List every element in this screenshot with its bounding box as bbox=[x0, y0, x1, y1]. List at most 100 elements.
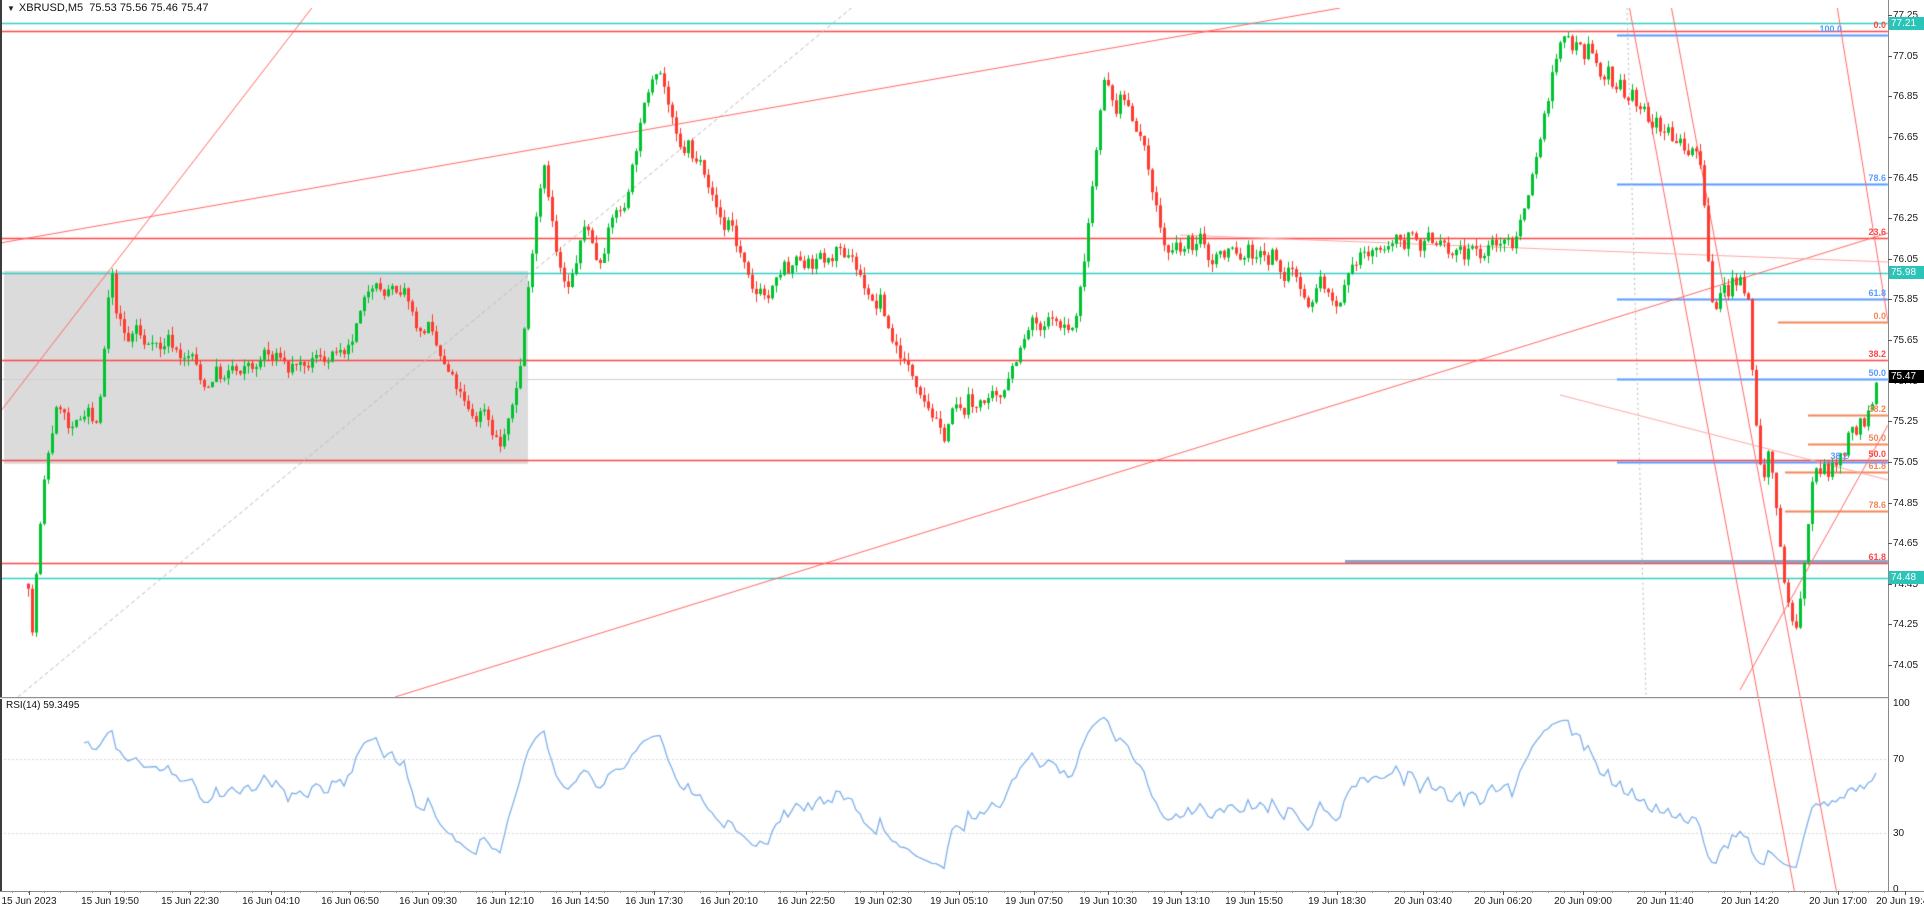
time-axis-minor-tick bbox=[252, 891, 253, 893]
chart-title: ▼ XBRUSD,M5 75.53 75.56 75.46 75.47 bbox=[7, 2, 209, 14]
price-axis-tick bbox=[1888, 137, 1892, 138]
time-axis-minor-tick bbox=[1404, 891, 1405, 893]
time-axis-minor-tick bbox=[28, 891, 29, 893]
price-axis-label: 77.25 bbox=[1893, 10, 1919, 21]
time-axis-minor-tick bbox=[1564, 891, 1565, 893]
time-axis-minor-tick bbox=[1644, 891, 1645, 893]
time-axis-tick bbox=[1503, 891, 1504, 895]
time-axis-label: 15 Jun 2023 bbox=[1, 896, 57, 907]
time-axis-minor-tick bbox=[1356, 891, 1357, 893]
price-axis-tick bbox=[1888, 421, 1892, 422]
price-axis-tick bbox=[1888, 665, 1892, 666]
time-axis-label: 20 Jun 03:40 bbox=[1394, 896, 1452, 907]
time-axis-minor-tick bbox=[1724, 891, 1725, 893]
time-axis-minor-tick bbox=[1308, 891, 1309, 893]
time-axis-minor-tick bbox=[556, 891, 557, 893]
time-axis-minor-tick bbox=[1132, 891, 1133, 893]
time-axis-label: 16 Jun 20:10 bbox=[700, 896, 758, 907]
price-axis-label: 74.65 bbox=[1893, 538, 1919, 550]
price-axis-border bbox=[1888, 0, 1889, 891]
time-axis-tick bbox=[271, 891, 272, 895]
time-axis-minor-tick bbox=[1004, 891, 1005, 893]
time-axis-minor-tick bbox=[588, 891, 589, 893]
time-axis-minor-tick bbox=[620, 891, 621, 893]
price-axis-tick bbox=[1888, 56, 1892, 57]
time-axis-minor-tick bbox=[268, 891, 269, 893]
time-axis-label: 20 Jun 09:00 bbox=[1554, 896, 1612, 907]
time-axis-minor-tick bbox=[1036, 891, 1037, 893]
price-axis-label: 76.65 bbox=[1893, 131, 1919, 143]
time-axis-label: 15 Jun 19:50 bbox=[81, 896, 139, 907]
level-price-tag: 75.98 bbox=[1889, 266, 1924, 280]
fib-level-label: 61.8 bbox=[1868, 461, 1886, 472]
time-axis-minor-tick bbox=[1740, 891, 1741, 893]
time-axis-tick bbox=[1181, 891, 1182, 895]
price-axis-label: 76.25 bbox=[1893, 213, 1919, 225]
time-axis-label: 20 Jun 11:40 bbox=[1636, 896, 1694, 907]
price-axis-tick bbox=[1888, 177, 1892, 178]
time-axis-minor-tick bbox=[76, 891, 77, 893]
time-axis-tick bbox=[1423, 891, 1424, 895]
time-axis-minor-tick bbox=[1676, 891, 1677, 893]
time-axis-minor-tick bbox=[1292, 891, 1293, 893]
time-axis-minor-tick bbox=[812, 891, 813, 893]
time-axis-minor-tick bbox=[140, 891, 141, 893]
time-axis-tick bbox=[1034, 891, 1035, 895]
price-axis-tick bbox=[1888, 96, 1892, 97]
price-axis-tick bbox=[1888, 584, 1892, 585]
rsi-indicator-label: RSI(14) 59.3495 bbox=[6, 700, 80, 711]
price-axis-tick bbox=[1888, 624, 1892, 625]
time-axis-minor-tick bbox=[1548, 891, 1549, 893]
time-axis-minor-tick bbox=[1260, 891, 1261, 893]
time-axis-minor-tick bbox=[348, 891, 349, 893]
time-axis-minor-tick bbox=[284, 891, 285, 893]
time-axis-minor-tick bbox=[1788, 891, 1789, 893]
time-axis-minor-tick bbox=[444, 891, 445, 893]
time-axis-tick bbox=[959, 891, 960, 895]
time-axis-minor-tick bbox=[108, 891, 109, 893]
time-axis-minor-tick bbox=[604, 891, 605, 893]
time-axis-minor-tick bbox=[1628, 891, 1629, 893]
time-axis-minor-tick bbox=[492, 891, 493, 893]
price-axis-label: 75.65 bbox=[1893, 335, 1919, 346]
pane-separator-highlight bbox=[0, 698, 1888, 699]
price-axis-tick bbox=[1888, 15, 1892, 16]
fib-level-label: 23.6 bbox=[1868, 227, 1886, 238]
time-axis-label: 19 Jun 13:10 bbox=[1152, 896, 1210, 907]
time-axis-label: 16 Jun 17:30 bbox=[625, 896, 683, 907]
time-axis-minor-tick bbox=[364, 891, 365, 893]
time-axis-minor-tick bbox=[12, 891, 13, 893]
time-axis-minor-tick bbox=[796, 891, 797, 893]
pane-separator[interactable] bbox=[0, 697, 1888, 698]
time-axis-minor-tick bbox=[1884, 891, 1885, 893]
price-axis-label: 74.25 bbox=[1893, 619, 1919, 631]
price-axis-label: 75.25 bbox=[1893, 416, 1919, 428]
time-axis-minor-tick bbox=[1420, 891, 1421, 893]
time-axis-minor-tick bbox=[476, 891, 477, 893]
price-axis-tick bbox=[1888, 340, 1892, 341]
price-axis-label: 74.85 bbox=[1893, 497, 1919, 509]
time-axis-label: 16 Jun 06:50 bbox=[321, 896, 379, 907]
time-axis-minor-tick bbox=[188, 891, 189, 893]
time-axis-minor-tick bbox=[412, 891, 413, 893]
time-axis-tick bbox=[729, 891, 730, 895]
time-axis-minor-tick bbox=[1500, 891, 1501, 893]
time-axis-label: 20 Jun 06:20 bbox=[1474, 896, 1532, 907]
fib-level-label: 61.8 bbox=[1868, 552, 1886, 563]
time-axis-minor-tick bbox=[764, 891, 765, 893]
time-axis-label: 16 Jun 12:10 bbox=[476, 896, 534, 907]
price-axis-tick bbox=[1888, 299, 1892, 300]
time-axis-minor-tick bbox=[300, 891, 301, 893]
fib-level-label: 50.0 bbox=[1868, 367, 1886, 378]
time-axis-minor-tick bbox=[1772, 891, 1773, 893]
time-axis-label: 19 Jun 10:30 bbox=[1079, 896, 1137, 907]
time-axis-minor-tick bbox=[1372, 891, 1373, 893]
time-axis-label: 16 Jun 22:50 bbox=[777, 896, 835, 907]
collapse-arrow-icon[interactable]: ▼ bbox=[7, 4, 15, 13]
level-price-tag: 74.48 bbox=[1889, 571, 1924, 585]
time-axis-minor-tick bbox=[460, 891, 461, 893]
time-axis-minor-tick bbox=[172, 891, 173, 893]
time-axis-tick bbox=[654, 891, 655, 895]
